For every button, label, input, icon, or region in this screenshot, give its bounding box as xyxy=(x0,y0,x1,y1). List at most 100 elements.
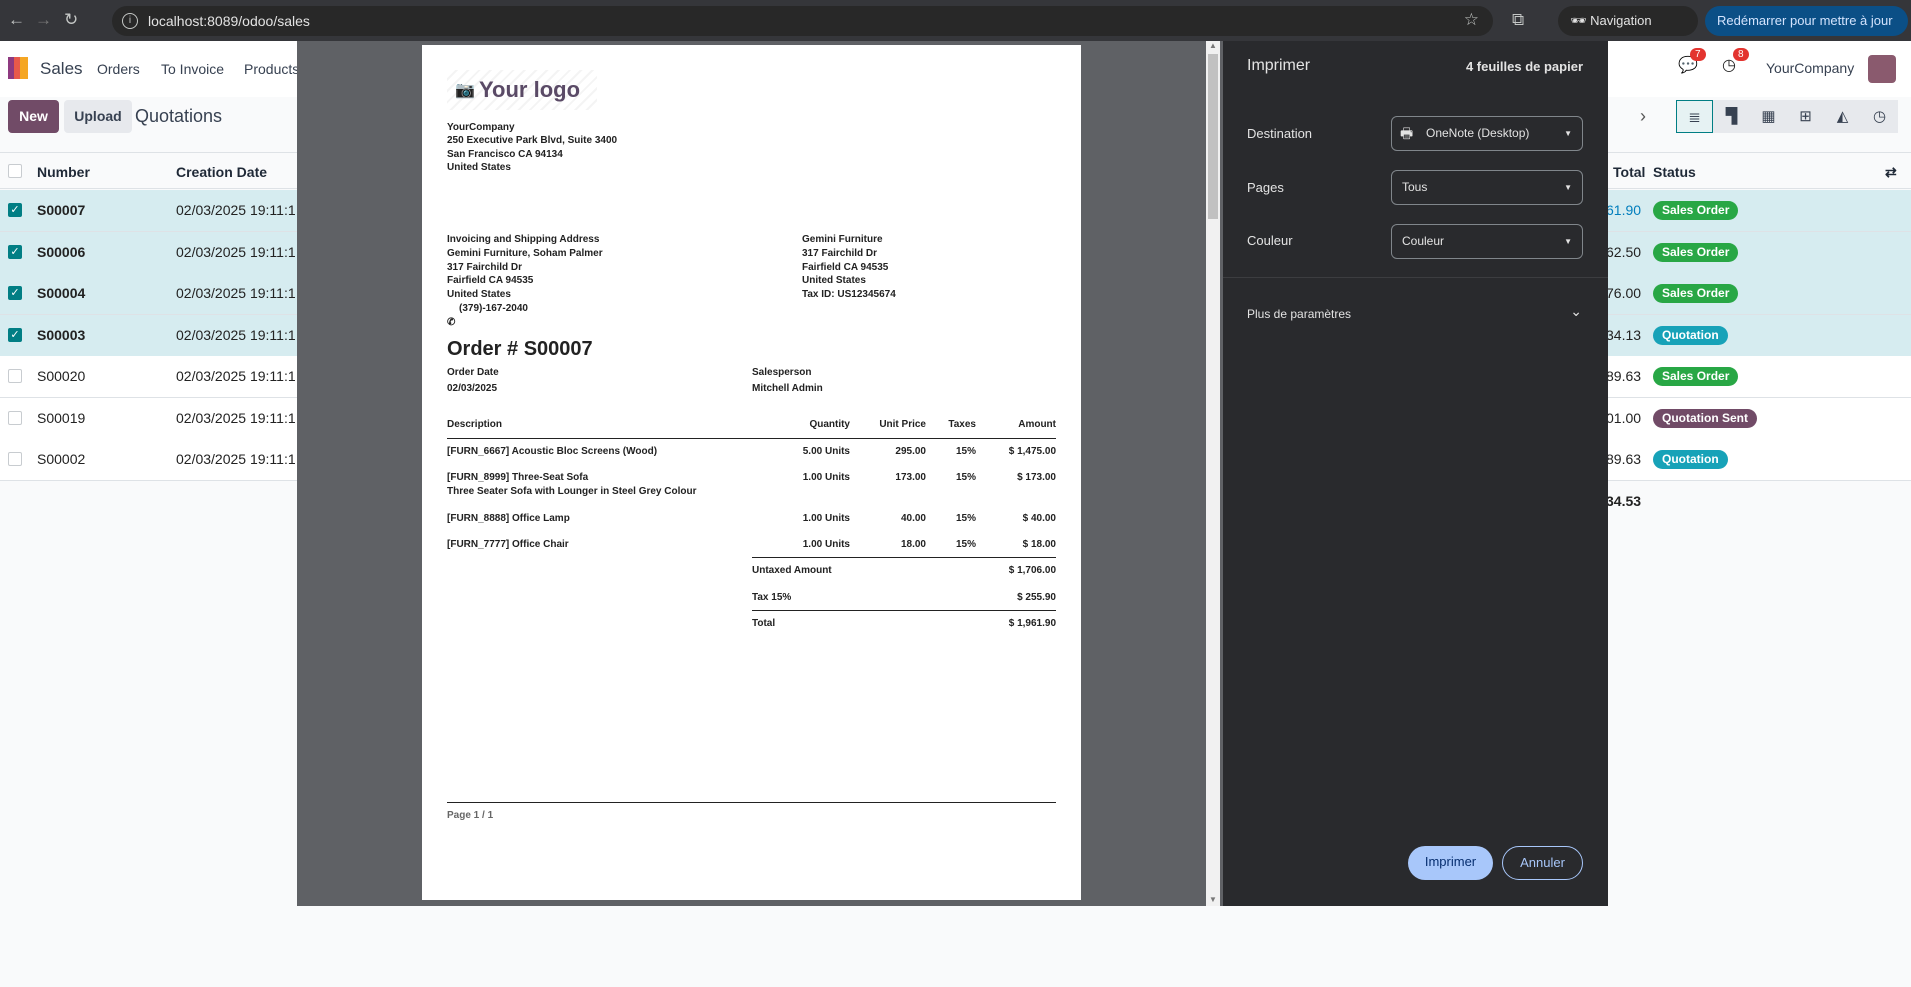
total-divider xyxy=(752,610,1056,611)
company-switcher[interactable]: YourCompany xyxy=(1766,60,1855,76)
order-title: Order # S00007 xyxy=(447,338,593,360)
user-avatar[interactable] xyxy=(1868,55,1896,83)
reload-icon[interactable]: ↻ xyxy=(64,10,79,29)
subtotal-divider xyxy=(752,557,1056,558)
pages-select[interactable]: Tous ▼ xyxy=(1391,170,1583,205)
app-name[interactable]: Sales xyxy=(40,59,83,78)
customer-address-line: United States xyxy=(447,289,511,301)
th-description: Description xyxy=(447,419,503,430)
print-button[interactable]: Imprimer xyxy=(1408,846,1493,880)
destination-select[interactable]: 🖶 OneNote (Desktop) ▼ xyxy=(1391,116,1583,151)
line-taxes: 15% xyxy=(955,513,976,524)
divider xyxy=(1223,277,1608,278)
kanban-view-icon[interactable]: ▜ xyxy=(1713,100,1750,133)
logo-text: Your logo xyxy=(479,77,581,102)
pivot-view-icon[interactable]: ⊞ xyxy=(1787,100,1824,133)
order-number: S00007 xyxy=(37,202,86,218)
calendar-view-icon[interactable]: ▦ xyxy=(1750,100,1787,133)
cancel-button[interactable]: Annuler xyxy=(1502,846,1583,880)
destination-label: Destination xyxy=(1247,126,1313,141)
preview-page: 📷 Your logo YourCompany 250 Executive Par… xyxy=(422,45,1081,900)
order-number: S00006 xyxy=(37,243,86,260)
private-browsing-indicator[interactable]: 🕶 Navigation privée xyxy=(1558,6,1698,58)
destination-value: OneNote (Desktop) xyxy=(1426,126,1530,140)
page-number: Page 1 / 1 xyxy=(447,810,494,821)
forward-icon[interactable]: → xyxy=(35,10,52,29)
chat-icon[interactable]: 💬 xyxy=(1678,57,1698,74)
line-unit-price: 173.00 xyxy=(895,472,926,483)
more-settings-toggle[interactable]: Plus de paramètres ⌄ xyxy=(1223,291,1608,337)
activity-clock-icon[interactable]: ◷ xyxy=(1722,57,1736,74)
header-divider xyxy=(447,438,1056,439)
menu-to-invoice[interactable]: To Invoice xyxy=(161,61,225,77)
line-description: [FURN_6667] Acoustic Bloc Screens (Wood) xyxy=(447,446,658,457)
upload-button[interactable]: Upload xyxy=(64,100,132,133)
order-total: 89.63 xyxy=(1606,368,1642,384)
graph-view-icon[interactable]: ◭ xyxy=(1824,100,1861,133)
column-number[interactable]: Number xyxy=(37,164,90,180)
chevron-down-icon: ⌄ xyxy=(1570,303,1582,319)
row-checkbox[interactable] xyxy=(8,410,22,425)
pages-label: Pages xyxy=(1247,180,1284,195)
activity-view-icon[interactable]: ◷ xyxy=(1861,100,1898,133)
optional-columns-icon[interactable]: ⇄ xyxy=(1885,164,1897,180)
th-unit-price: Unit Price xyxy=(879,419,926,430)
back-icon[interactable]: ← xyxy=(8,10,25,29)
column-total[interactable]: Total xyxy=(1613,164,1646,180)
status-badge: Quotation xyxy=(1653,325,1728,345)
page-title: Quotations xyxy=(135,106,223,126)
dropdown-arrow-icon: ▼ xyxy=(1564,129,1572,138)
order-number: S00004 xyxy=(37,285,86,301)
color-select[interactable]: Couleur ▼ xyxy=(1391,224,1583,259)
row-checkbox[interactable]: ✓ xyxy=(8,327,22,342)
activity-count-badge: 8 xyxy=(1733,48,1749,61)
scroll-up-icon[interactable]: ▲ xyxy=(1209,41,1217,50)
scroll-down-icon[interactable]: ▼ xyxy=(1209,895,1217,904)
select-all-checkbox[interactable] xyxy=(8,164,22,178)
order-total: 01.00 xyxy=(1606,409,1642,426)
line-description-detail: Three Seater Sofa with Lounger in Steel … xyxy=(447,486,697,497)
preview-scrollbar[interactable]: ▲ ▼ xyxy=(1206,41,1220,906)
print-settings-panel: Imprimer 4 feuilles de papier Destinatio… xyxy=(1223,41,1608,906)
creation-date: 02/03/2025 19:11:19 xyxy=(176,368,296,384)
order-total: 34.13 xyxy=(1606,326,1642,343)
line-quantity: 5.00 Units xyxy=(802,446,850,457)
restart-update-button[interactable]: Redémarrer pour mettre à jour ⋮ xyxy=(1705,6,1908,58)
line-amount: $ 40.00 xyxy=(1022,513,1056,524)
dropdown-arrow-icon: ▼ xyxy=(1564,183,1572,192)
pages-value: Tous xyxy=(1402,180,1428,194)
pager-next-icon[interactable]: › xyxy=(1640,106,1646,126)
color-value: Couleur xyxy=(1402,234,1445,248)
line-taxes: 15% xyxy=(955,539,976,550)
extensions-icon[interactable]: ⧉ xyxy=(1512,10,1525,29)
list-view-icon[interactable]: ≣ xyxy=(1676,100,1713,133)
line-taxes: 15% xyxy=(955,472,976,483)
color-label: Couleur xyxy=(1247,233,1293,248)
new-button[interactable]: New xyxy=(8,100,59,133)
creation-date: 02/03/2025 19:11:19 xyxy=(176,285,296,301)
order-number: S00019 xyxy=(37,409,86,426)
row-checkbox[interactable]: ✓ xyxy=(8,286,22,300)
scrollbar-thumb[interactable] xyxy=(1208,54,1218,219)
row-checkbox[interactable] xyxy=(8,369,22,383)
menu-orders[interactable]: Orders xyxy=(97,61,140,77)
line-amount: $ 1,475.00 xyxy=(1008,446,1056,457)
row-checkbox[interactable]: ✓ xyxy=(8,203,22,217)
column-creation-date[interactable]: Creation Date xyxy=(176,164,268,180)
menu-products[interactable]: Products xyxy=(244,61,300,77)
line-unit-price: 40.00 xyxy=(900,513,926,524)
browser-toolbar: ← → ↻ i localhost:8089/odoo/sales ☆ ⧉ 🕶 … xyxy=(0,0,1911,58)
footer-divider xyxy=(447,802,1056,803)
row-checkbox[interactable] xyxy=(8,452,22,466)
order-total: 76.00 xyxy=(1606,285,1642,301)
order-number: S00002 xyxy=(37,451,86,467)
address-bar[interactable]: i localhost:8089/odoo/sales ☆ xyxy=(112,6,1493,36)
site-info-icon[interactable]: i xyxy=(122,13,138,29)
order-date-label: Order Date xyxy=(447,367,499,378)
row-checkbox[interactable]: ✓ xyxy=(8,244,22,259)
column-status[interactable]: Status xyxy=(1653,164,1696,180)
status-badge: Sales Order xyxy=(1653,201,1739,220)
partner-address-line: Gemini Furniture xyxy=(802,234,883,245)
bookmark-star-icon[interactable]: ☆ xyxy=(1463,10,1479,29)
order-number: S00003 xyxy=(37,326,86,343)
